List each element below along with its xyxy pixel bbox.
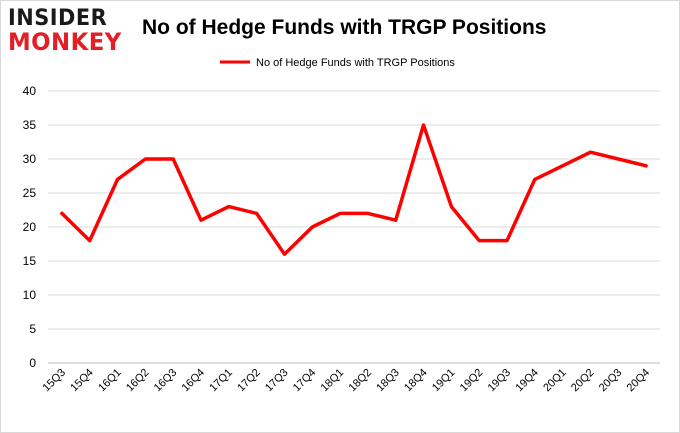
legend: No of Hedge Funds with TRGP Positions	[220, 57, 455, 69]
y-tick-label: 20	[23, 220, 37, 234]
x-tick-label: 18Q4	[402, 367, 430, 395]
y-tick-label: 5	[29, 322, 36, 336]
x-tick-label: 17Q1	[207, 367, 235, 395]
y-tick-label: 40	[23, 84, 37, 98]
x-tick-label: 20Q1	[541, 367, 569, 395]
x-tick-label: 18Q2	[347, 367, 375, 395]
logo-word-insider: INSIDER	[8, 6, 108, 31]
y-tick-label: 0	[29, 356, 36, 370]
series-line	[60, 123, 648, 256]
x-tick-label: 16Q2	[124, 367, 152, 395]
x-tick-label: 18Q3	[374, 367, 402, 395]
y-tick-label: 10	[23, 288, 37, 302]
y-tick-label: 15	[23, 254, 37, 268]
x-tick-label: 20Q3	[597, 367, 625, 395]
x-tick-label: 15Q3	[41, 367, 69, 395]
x-tick-label: 17Q3	[263, 367, 291, 395]
y-tick-label: 30	[23, 152, 37, 166]
x-tick-label: 19Q2	[458, 367, 486, 395]
x-tick-label: 19Q1	[430, 367, 458, 395]
y-axis-ticks: 0 5 10 15 20 25 30 35 40	[23, 84, 37, 370]
grid-lines	[48, 90, 660, 364]
insider-monkey-logo: INSIDER MONKEY	[8, 6, 128, 56]
legend-label: No of Hedge Funds with TRGP Positions	[256, 57, 455, 69]
x-tick-label: 18Q1	[319, 367, 347, 395]
x-tick-label: 15Q4	[68, 367, 96, 395]
x-axis-ticks: 15Q3 15Q4 16Q1 16Q2 16Q3 16Q4 17Q1 17Q2 17Q3 17Q4…	[41, 367, 653, 395]
x-tick-label: 20Q2	[569, 367, 597, 395]
x-tick-label: 19Q3	[486, 367, 514, 395]
x-tick-label: 16Q3	[152, 367, 180, 395]
series-layer	[60, 123, 648, 256]
y-tick-label: 25	[23, 186, 37, 200]
x-tick-label: 19Q4	[513, 367, 541, 395]
x-tick-label: 17Q2	[235, 367, 263, 395]
logo-word-monkey: MONKEY	[8, 28, 122, 56]
x-tick-label: 16Q1	[96, 367, 124, 395]
x-tick-label: 20Q4	[625, 367, 653, 395]
chart-title: No of Hedge Funds with TRGP Positions	[142, 16, 547, 39]
y-tick-label: 35	[23, 118, 37, 132]
x-tick-label: 16Q4	[180, 367, 208, 395]
x-tick-label: 17Q4	[291, 367, 319, 395]
